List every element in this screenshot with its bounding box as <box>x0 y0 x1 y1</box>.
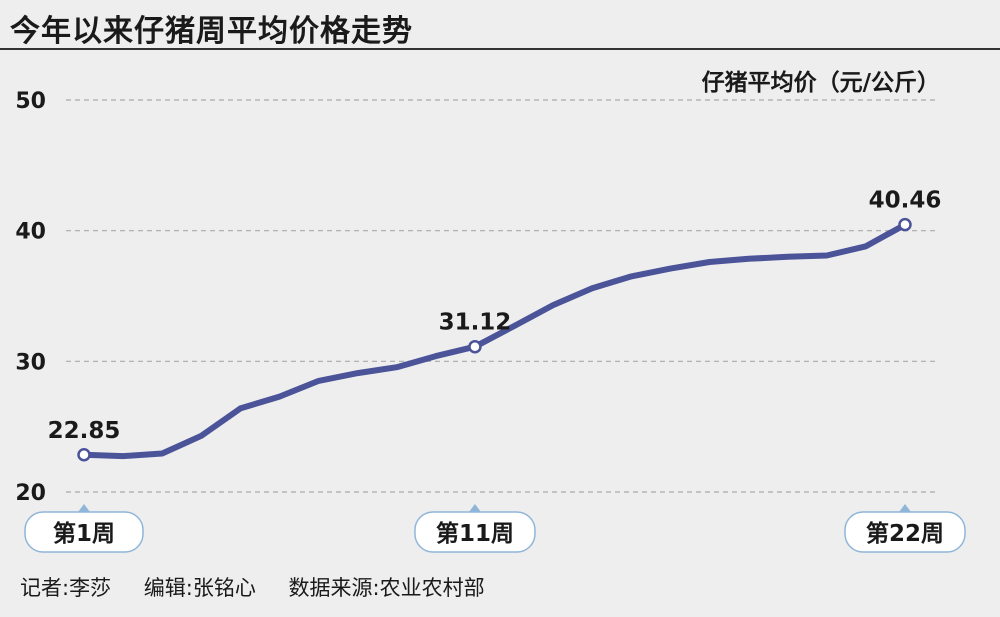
data-label: 31.12 <box>439 310 512 336</box>
series-layer <box>81 221 908 460</box>
y-axis-label: 仔猪平均价（元/公斤） <box>701 70 940 96</box>
x-tick-pill <box>844 511 966 553</box>
y-tick-label: 30 <box>15 350 46 375</box>
y-tick-label: 40 <box>15 220 46 245</box>
x-tick-label: 第22周 <box>866 520 944 547</box>
credits: 记者:李莎 编辑:张铭心 数据来源:农业农村部 <box>20 572 511 602</box>
x-tick-labels: 第1周 第11周 第22周 <box>24 504 966 553</box>
annotated-points: 22.85 31.12 40.46 <box>48 188 942 462</box>
editor-credit: 编辑:张铭心 <box>143 576 256 600</box>
x-tick-tag: 第11周 <box>414 504 536 553</box>
x-tick-pill <box>24 511 144 553</box>
x-tick-tag: 第22周 <box>844 504 966 553</box>
data-point-marker <box>77 448 91 462</box>
grid-layer <box>66 99 935 493</box>
x-tick-marker <box>78 504 90 512</box>
data-point-marker <box>898 217 912 232</box>
x-tick-label: 第11周 <box>436 520 514 547</box>
source-credit: 数据来源:农业农村部 <box>288 576 485 600</box>
reporter-credit: 记者:李莎 <box>20 576 112 600</box>
data-label: 40.46 <box>869 188 942 214</box>
x-tick-marker <box>468 504 481 512</box>
x-tick-label: 第1周 <box>53 520 115 547</box>
series-line <box>81 221 908 460</box>
data-label: 22.85 <box>48 418 121 444</box>
y-tick-label: 20 <box>15 481 46 506</box>
data-point-marker <box>468 339 482 354</box>
chart-title: 今年以来仔猪周平均价格走势 <box>10 14 413 49</box>
x-tick-marker <box>899 504 911 512</box>
header-bar: 今年以来仔猪周平均价格走势 <box>0 0 1000 50</box>
x-tick-pill <box>414 511 536 553</box>
x-tick-tag: 第1周 <box>24 504 144 553</box>
y-tick-label: 50 <box>15 89 46 114</box>
y-tick-labels: 20 30 40 50 <box>15 89 46 506</box>
